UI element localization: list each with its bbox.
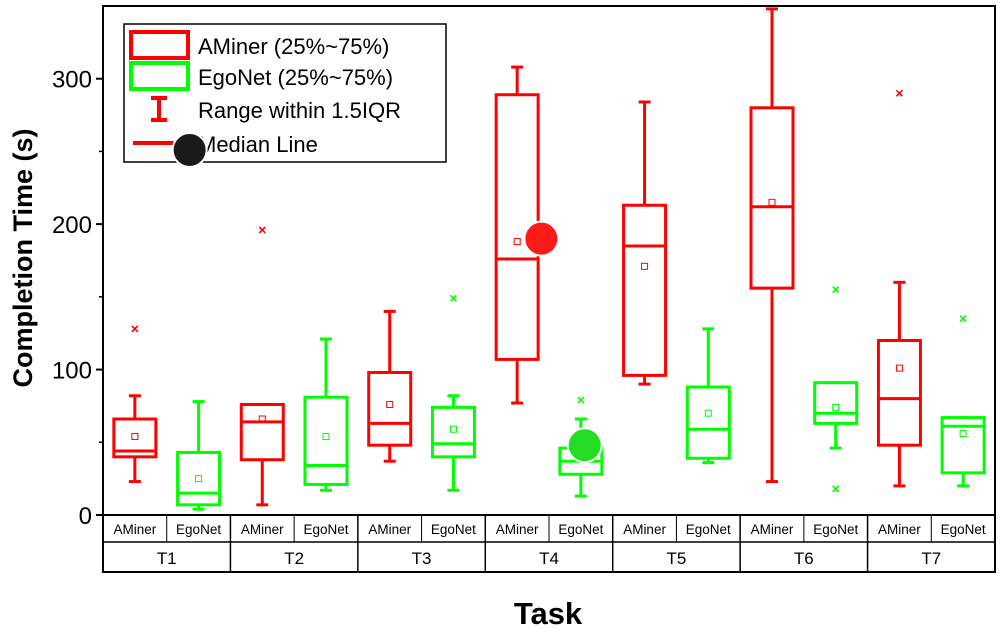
y-tick-label: 300 <box>52 67 92 94</box>
group-label: AMiner <box>113 522 156 537</box>
mean-marker <box>959 430 967 438</box>
mean-marker <box>195 475 203 483</box>
mean-marker <box>449 425 457 433</box>
iqr-box <box>622 203 668 377</box>
group-label: EgoNet <box>176 522 221 537</box>
iqr-box <box>749 106 795 290</box>
y-tick-label: 100 <box>52 358 92 385</box>
box-egonet-t7 <box>940 315 986 488</box>
box-aminer-t3 <box>367 309 413 463</box>
box-egonet-t5 <box>685 327 731 465</box>
box-egonet-t3 <box>430 294 476 492</box>
x-axis-label: Task <box>514 596 583 631</box>
black-dot-marker <box>171 131 208 168</box>
group-label: AMiner <box>368 522 411 537</box>
mean-marker <box>704 409 712 417</box>
legend-entry-label: AMiner (25%~75%) <box>198 34 389 59</box>
outlier-marker <box>131 325 139 333</box>
box-aminer-t2 <box>239 226 285 507</box>
box-egonet-t2 <box>303 337 349 492</box>
mean-marker <box>258 415 266 423</box>
task-label: T7 <box>921 549 941 568</box>
task-label: T4 <box>539 549 559 568</box>
box-aminer-t1 <box>112 325 158 484</box>
task-label: T3 <box>412 549 432 568</box>
y-tick-label: 200 <box>52 212 92 239</box>
outlier-marker <box>959 315 967 323</box>
outlier-marker <box>577 396 585 404</box>
box-aminer-t6 <box>749 7 795 484</box>
task-label: T5 <box>667 549 687 568</box>
legend-swatch-egonet <box>129 61 190 91</box>
group-label: EgoNet <box>303 522 348 537</box>
markers-layer <box>171 131 603 464</box>
y-tick-label: 0 <box>79 503 92 530</box>
mean-marker <box>641 262 649 270</box>
y-axis-label: Completion Time (s) <box>8 128 38 387</box>
legend-entry-label: Range within 1.5IQR <box>198 98 401 123</box>
mean-marker <box>832 403 840 411</box>
plot-border <box>102 5 996 573</box>
outlier-marker <box>258 226 266 234</box>
iqr-box <box>176 450 222 507</box>
outlier-marker <box>832 286 840 294</box>
y-axis: 0 100 200 300 <box>52 67 103 530</box>
box-egonet-t1 <box>176 400 222 511</box>
green-dot-marker <box>566 427 603 464</box>
mean-marker <box>768 198 776 206</box>
legend-entry-label: EgoNet (25%~75%) <box>198 65 393 90</box>
task-label: T1 <box>157 549 177 568</box>
outlier-marker <box>895 89 903 97</box>
group-label: AMiner <box>241 522 284 537</box>
group-label: AMiner <box>878 522 921 537</box>
task-label: T6 <box>794 549 814 568</box>
iqr-box <box>367 370 413 447</box>
group-label: AMiner <box>496 522 539 537</box>
legend: AMiner (25%~75%) EgoNet (25%~75%) Range wi… <box>123 23 447 163</box>
group-label: EgoNet <box>558 522 603 537</box>
box-aminer-t5 <box>622 100 668 386</box>
group-label: EgoNet <box>431 522 476 537</box>
mean-marker <box>322 432 330 440</box>
iqr-box <box>303 395 349 486</box>
group-label: EgoNet <box>686 522 731 537</box>
mean-marker <box>513 238 521 246</box>
task-label: T2 <box>284 549 304 568</box>
group-label: AMiner <box>751 522 794 537</box>
mean-marker <box>131 432 139 440</box>
group-label: EgoNet <box>813 522 858 537</box>
box-aminer-t7 <box>876 89 922 488</box>
outlier-marker <box>449 294 457 302</box>
legend-swatch-aminer <box>129 30 190 60</box>
mean-marker <box>895 364 903 372</box>
iqr-box <box>876 338 922 447</box>
group-label: EgoNet <box>941 522 986 537</box>
outlier-marker <box>832 485 840 493</box>
red-dot-marker <box>523 220 560 257</box>
mean-marker <box>386 400 394 408</box>
iqr-box <box>685 385 731 460</box>
legend-entry-label: Median Line <box>198 132 318 157</box>
group-label: AMiner <box>623 522 666 537</box>
box-egonet-t6 <box>813 286 859 493</box>
boxes-layer <box>112 7 986 511</box>
iqr-box <box>813 381 859 425</box>
iqr-box <box>239 402 285 462</box>
